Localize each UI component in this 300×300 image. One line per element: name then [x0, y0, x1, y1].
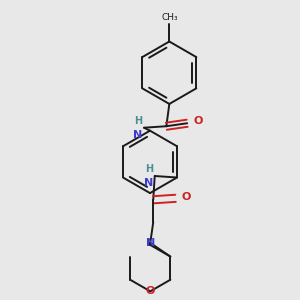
- Text: O: O: [146, 286, 155, 296]
- Text: N: N: [144, 178, 153, 188]
- Text: N: N: [146, 238, 155, 248]
- Text: O: O: [182, 192, 191, 202]
- Text: N: N: [133, 130, 142, 140]
- Text: H: H: [145, 164, 153, 174]
- Text: H: H: [134, 116, 142, 126]
- Text: CH₃: CH₃: [161, 13, 178, 22]
- Text: O: O: [193, 116, 203, 126]
